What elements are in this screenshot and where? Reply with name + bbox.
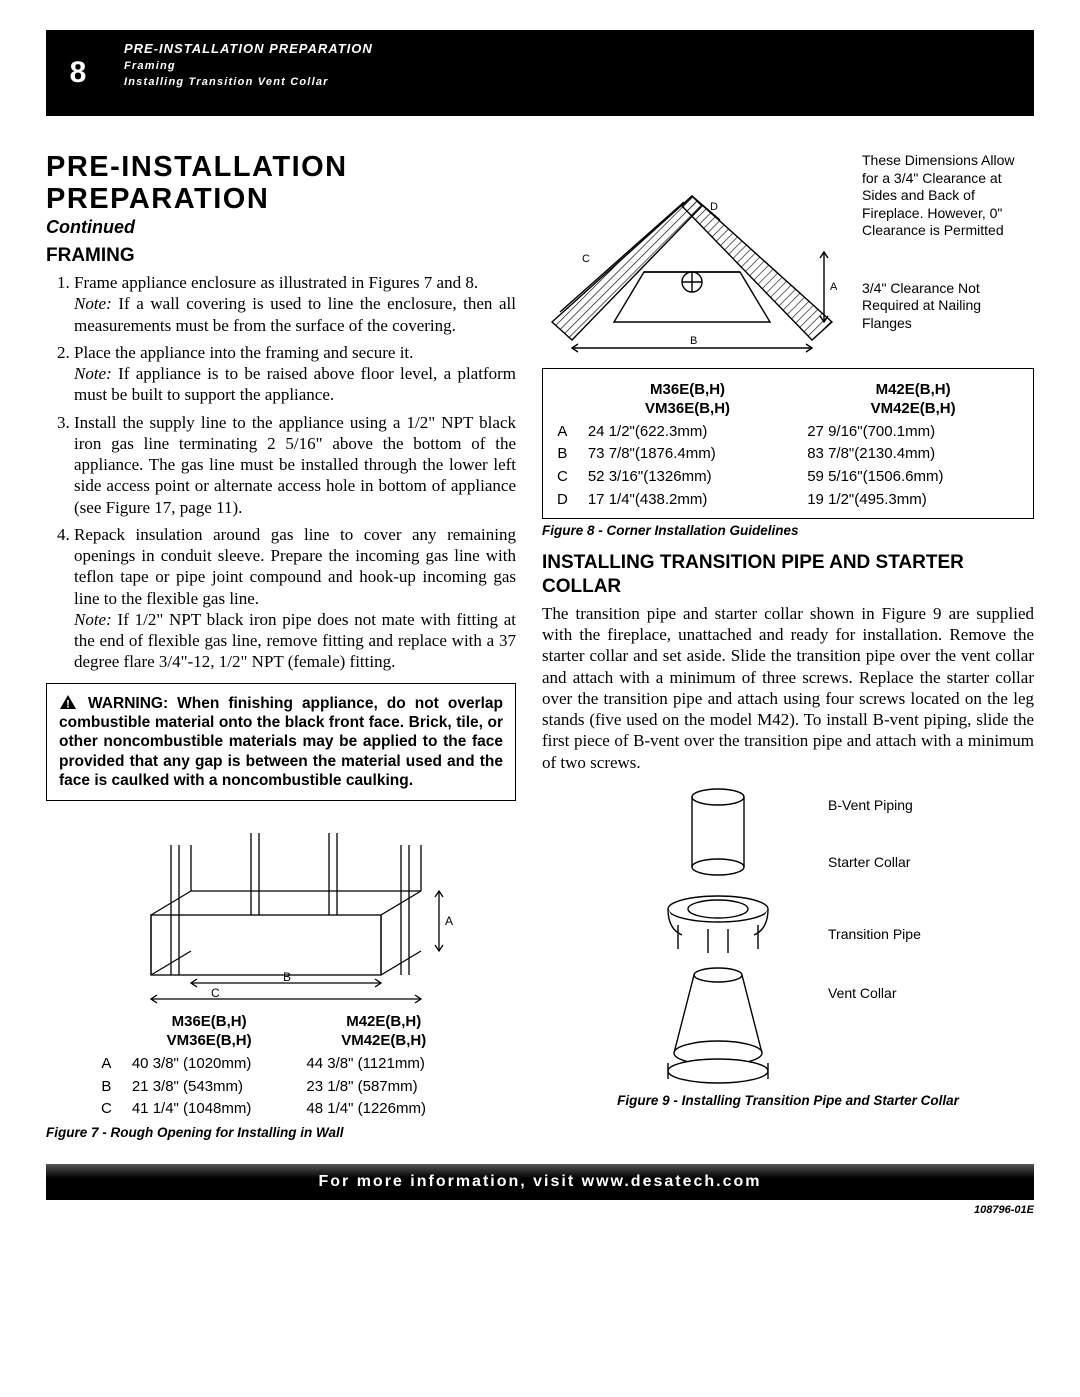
tbl8-rD-c1: 17 1/4"(438.2mm)	[578, 489, 797, 512]
figure-7-diagram: A B C	[101, 815, 461, 1005]
tbl7-rA-c2: 44 3/8" (1121mm)	[296, 1053, 471, 1076]
step-4-note: If 1/2" NPT black iron pipe does not mat…	[74, 610, 516, 672]
tbl7-rB-c2: 23 1/8" (587mm)	[296, 1076, 471, 1099]
section-title-1: PRE-INSTALLATION	[46, 152, 516, 184]
framing-heading: FRAMING	[46, 244, 516, 268]
svg-text:C: C	[582, 253, 590, 265]
fig9-label-a: B-Vent Piping	[828, 797, 968, 815]
tbl7-rB: B	[91, 1076, 122, 1099]
tbl8-rA-c2: 27 9/16"(700.1mm)	[797, 421, 1029, 444]
tbl8-h2: M42E(B,H)VM42E(B,H)	[797, 379, 1029, 421]
tbl8-h1: M36E(B,H)VM36E(B,H)	[578, 379, 797, 421]
svg-text:A: A	[830, 281, 838, 293]
footer-band: For more information, visit www.desatech…	[46, 1164, 1034, 1200]
svg-text:A: A	[445, 914, 453, 928]
warning-box: ! WARNING: When finishing appliance, do …	[46, 683, 516, 802]
note-label: Note:	[74, 364, 118, 383]
tbl8-rB-c2: 83 7/8"(2130.4mm)	[797, 443, 1029, 466]
figure-8-diagram: B C D A	[542, 152, 852, 362]
tbl8-rC-c2: 59 5/16"(1506.6mm)	[797, 466, 1029, 489]
header-band: 8 PRE-INSTALLATION PREPARATION Framing I…	[46, 30, 1034, 116]
transition-heading: INSTALLING TRANSITION PIPE AND STARTER C…	[542, 551, 1034, 599]
header-line3: Installing Transition Vent Collar	[124, 75, 373, 91]
step-2-text: Place the appliance into the framing and…	[74, 343, 413, 362]
warning-text: WARNING: When finishing appliance, do no…	[59, 695, 503, 790]
step-3-text: Install the supply line to the appliance…	[74, 413, 516, 517]
tbl8-rD-c2: 19 1/2"(495.3mm)	[797, 489, 1029, 512]
note-label: Note:	[74, 294, 118, 313]
step-1-note: If a wall covering is used to line the e…	[74, 294, 516, 334]
step-2-note: If appliance is to be raised above floor…	[74, 364, 516, 404]
svg-text:B: B	[283, 970, 291, 984]
tbl7-rC-c2: 48 1/4" (1226mm)	[296, 1098, 471, 1121]
tbl8-rB: B	[547, 443, 578, 466]
step-2: Place the appliance into the framing and…	[74, 342, 516, 406]
transition-body: The transition pipe and starter collar s…	[542, 603, 1034, 773]
figure-9-diagram	[608, 779, 828, 1089]
page-number: 8	[46, 30, 110, 116]
framing-steps: Frame appliance enclosure as illustrated…	[46, 272, 516, 673]
continued-label: Continued	[46, 216, 516, 239]
tbl7-rB-c1: 21 3/8" (543mm)	[122, 1076, 297, 1099]
tbl7-rA: A	[91, 1053, 122, 1076]
tbl7-rA-c1: 40 3/8" (1020mm)	[122, 1053, 297, 1076]
svg-text:C: C	[211, 986, 220, 1000]
step-4-text: Repack insulation around gas line to cov…	[74, 525, 516, 608]
figure-7-caption: Figure 7 - Rough Opening for Installing …	[46, 1125, 516, 1142]
tbl7-rC-c1: 41 1/4" (1048mm)	[122, 1098, 297, 1121]
svg-text:B: B	[690, 335, 697, 347]
header-line2: Framing	[124, 59, 373, 75]
warning-icon: !	[59, 694, 77, 710]
fig9-label-d: Vent Collar	[828, 985, 968, 1003]
tbl8-rD: D	[547, 489, 578, 512]
tbl7-h2: M42E(B,H)VM42E(B,H)	[296, 1011, 471, 1053]
note-label: Note:	[74, 610, 118, 629]
step-1: Frame appliance enclosure as illustrated…	[74, 272, 516, 336]
step-4: Repack insulation around gas line to cov…	[74, 524, 516, 673]
section-title-2: PREPARATION	[46, 184, 516, 216]
table-8: M36E(B,H)VM36E(B,H) M42E(B,H)VM42E(B,H) …	[547, 379, 1029, 512]
fig9-label-c: Transition Pipe	[828, 926, 968, 944]
tbl7-h1: M36E(B,H)VM36E(B,H)	[122, 1011, 297, 1053]
fig8-note-top: These Dimensions Allow for a 3/4" Cleara…	[862, 152, 1034, 240]
figure-8-caption: Figure 8 - Corner Installation Guideline…	[542, 523, 1034, 540]
header-text: PRE-INSTALLATION PREPARATION Framing Ins…	[110, 30, 373, 116]
fig8-note-side: 3/4" Clearance Not Required at Nailing F…	[862, 280, 1034, 333]
tbl7-rC: C	[91, 1098, 122, 1121]
table-7: M36E(B,H)VM36E(B,H) M42E(B,H)VM42E(B,H) …	[91, 1011, 471, 1121]
svg-text:!: !	[66, 698, 70, 710]
tbl8-rA-c1: 24 1/2"(622.3mm)	[578, 421, 797, 444]
header-line1: PRE-INSTALLATION PREPARATION	[124, 40, 373, 59]
tbl8-rB-c1: 73 7/8"(1876.4mm)	[578, 443, 797, 466]
document-id: 108796-01E	[46, 1204, 1034, 1218]
step-1-text: Frame appliance enclosure as illustrated…	[74, 273, 478, 292]
tbl8-rC: C	[547, 466, 578, 489]
figure-9-caption: Figure 9 - Installing Transition Pipe an…	[542, 1093, 1034, 1110]
step-3: Install the supply line to the appliance…	[74, 412, 516, 518]
tbl8-rC-c1: 52 3/16"(1326mm)	[578, 466, 797, 489]
tbl8-rA: A	[547, 421, 578, 444]
fig9-label-b: Starter Collar	[828, 854, 968, 872]
svg-text:D: D	[710, 201, 718, 213]
